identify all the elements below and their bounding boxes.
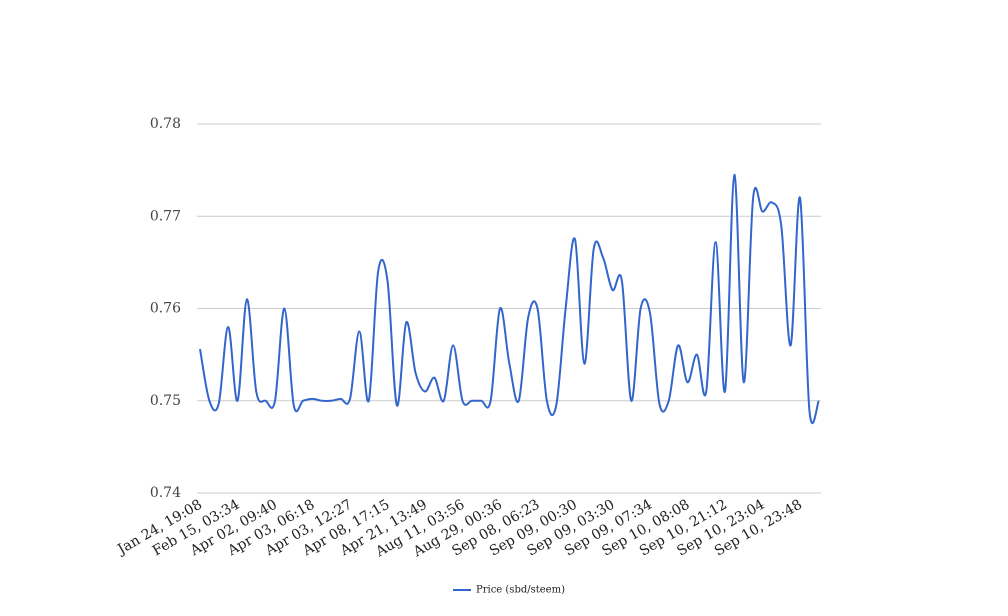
- y-tick-label: 0.75: [150, 393, 181, 409]
- y-tick-label: 0.76: [150, 301, 181, 317]
- price-line: [199, 173, 820, 424]
- y-tick-label: 0.77: [150, 208, 181, 224]
- legend-label: Price (sbd/steem): [476, 585, 565, 596]
- y-tick-label: 0.74: [150, 485, 181, 501]
- y-tick-label: 0.78: [150, 116, 181, 132]
